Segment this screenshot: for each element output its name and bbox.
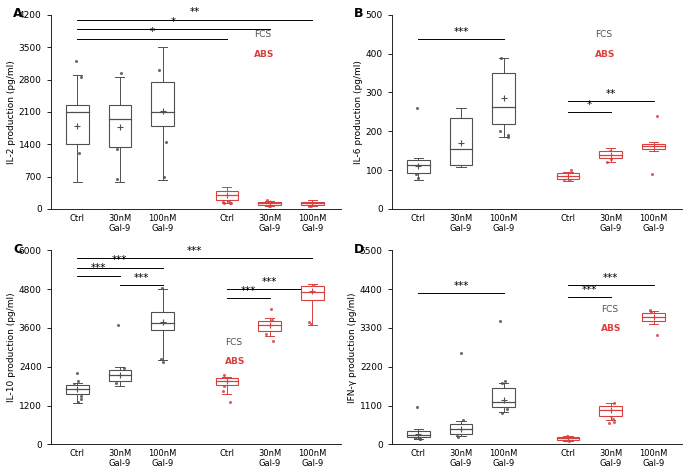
Text: A: A: [13, 7, 23, 20]
Bar: [599, 152, 622, 159]
Text: ABS: ABS: [254, 50, 274, 59]
Text: ***: ***: [453, 281, 469, 291]
Y-axis label: IFN-γ production (pg/ml): IFN-γ production (pg/ml): [348, 292, 357, 403]
Text: FCS: FCS: [601, 304, 618, 314]
Bar: [258, 201, 281, 205]
Text: FCS: FCS: [254, 30, 271, 39]
Bar: [493, 388, 515, 408]
Text: FCS: FCS: [225, 338, 242, 347]
Text: ABS: ABS: [225, 357, 245, 366]
Bar: [152, 82, 174, 126]
Text: ***: ***: [453, 27, 469, 37]
Text: *: *: [171, 17, 176, 27]
Bar: [407, 161, 429, 173]
Bar: [216, 191, 238, 200]
Text: ***: ***: [240, 285, 256, 295]
Text: D: D: [354, 243, 364, 256]
Bar: [557, 437, 579, 440]
Text: ***: ***: [112, 256, 127, 266]
Text: ***: ***: [603, 273, 619, 283]
Bar: [65, 105, 89, 144]
Bar: [109, 370, 132, 381]
Bar: [65, 385, 89, 394]
Text: **: **: [606, 89, 616, 99]
Text: B: B: [354, 7, 364, 20]
Text: C: C: [13, 243, 22, 256]
Bar: [407, 431, 429, 437]
Bar: [642, 313, 665, 321]
Bar: [301, 201, 324, 205]
Bar: [258, 321, 281, 331]
Text: **: **: [189, 7, 200, 17]
Text: *: *: [587, 100, 592, 110]
Text: ***: ***: [187, 246, 203, 256]
Bar: [557, 173, 579, 179]
Bar: [642, 144, 665, 149]
Bar: [449, 424, 473, 434]
Bar: [301, 286, 324, 301]
Text: ***: ***: [134, 273, 149, 283]
Text: ***: ***: [262, 277, 278, 287]
Bar: [152, 312, 174, 330]
Bar: [493, 73, 515, 124]
Y-axis label: IL-10 production (pg/ml): IL-10 production (pg/ml): [7, 293, 16, 402]
Bar: [109, 105, 132, 147]
Text: *: *: [150, 27, 154, 37]
Text: FCS: FCS: [595, 30, 612, 39]
Bar: [599, 406, 622, 416]
Bar: [216, 378, 238, 385]
Bar: [449, 118, 473, 165]
Y-axis label: IL-6 production (pg/ml): IL-6 production (pg/ml): [353, 60, 362, 164]
Text: ***: ***: [91, 263, 106, 273]
Text: ***: ***: [582, 285, 597, 294]
Y-axis label: IL-2 production (pg/ml): IL-2 production (pg/ml): [7, 60, 16, 164]
Text: ABS: ABS: [601, 324, 621, 333]
Text: ABS: ABS: [595, 50, 615, 59]
